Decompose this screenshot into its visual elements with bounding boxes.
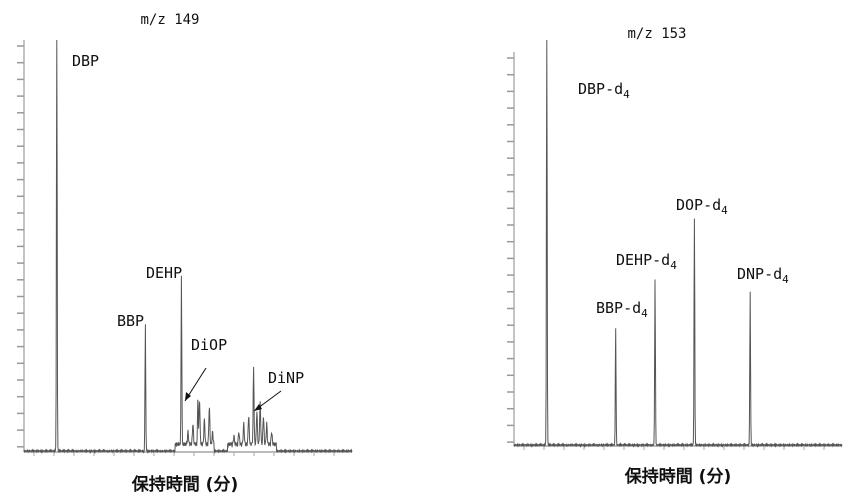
x-axis-label: 保持時間 (分) [624,466,731,487]
peak-label-dinp: DiNP [268,369,304,387]
peak-label-dbp: DBP [72,52,99,70]
x-tick-marks [523,446,825,450]
peak-label-bbp: BBP [117,312,144,330]
y-tick-marks [17,45,24,448]
annotation-arrow-diop [184,367,207,402]
chart-title: m/z 153 [627,26,686,42]
peak-label-dnp-d4: DNP-d4 [737,265,789,286]
peak-label-dehp: DEHP [146,264,182,282]
chromatogram-mz153: m/z 153 DBP-d4 BBP-d4 DEHP-d4 DOP-d4 DNP… [507,26,843,487]
peak-label-dbp-d4: DBP-d4 [578,80,630,101]
chromatogram-mz149: m/z 149 DBP BBP DEHP DiOP DiNP 保持時間 (分) [17,12,353,495]
chromatogram-trace [513,39,843,448]
y-tick-marks [507,57,514,443]
peak-label-diop: DiOP [191,336,227,354]
chart-title: m/z 149 [140,12,199,28]
peak-label-dop-d4: DOP-d4 [676,196,728,217]
annotation-arrow-dinp [253,390,282,412]
chromatogram-trace [23,39,353,454]
x-axis-label: 保持時間 (分) [131,474,238,495]
peak-label-bbp-d4: BBP-d4 [596,299,648,320]
peak-label-dehp-d4: DEHP-d4 [616,251,677,272]
